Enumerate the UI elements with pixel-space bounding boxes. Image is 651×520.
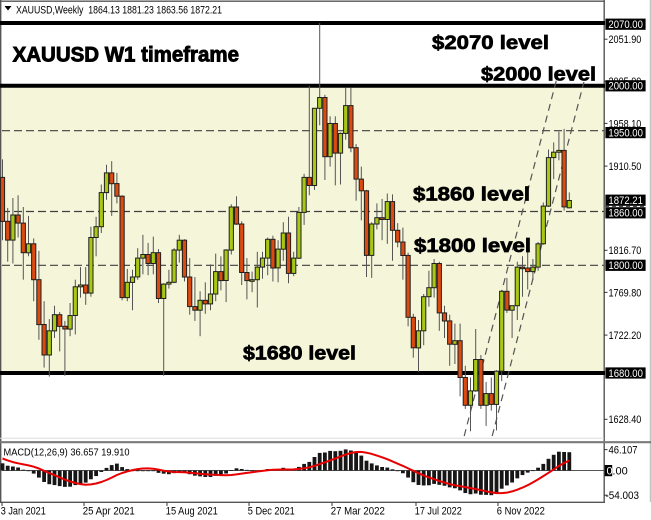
svg-text:$1860 level: $1860 level [413,184,530,205]
svg-text:.00: .00 [612,465,627,477]
svg-text:1628.40: 1628.40 [609,414,642,426]
svg-text:27 Mar 2022: 27 Mar 2022 [331,505,385,517]
svg-text:1950.00: 1950.00 [608,128,643,140]
svg-text:$1680 level: $1680 level [243,343,356,364]
svg-text:5 Dec 2021: 5 Dec 2021 [248,505,295,517]
svg-text:$2070 level: $2070 level [432,33,549,54]
svg-text:2051.90: 2051.90 [609,34,642,46]
svg-text:1860.00: 1860.00 [608,208,643,220]
svg-text:2070.00: 2070.00 [608,19,643,31]
svg-text:$2000 level: $2000 level [481,65,596,86]
svg-text:1910.50: 1910.50 [609,161,642,173]
svg-text:1800.00: 1800.00 [608,260,643,272]
svg-text:1769.80: 1769.80 [609,287,642,299]
svg-text:6 Nov 2022: 6 Nov 2022 [497,505,545,517]
svg-text:XAUUSD W1 timeframe: XAUUSD W1 timeframe [13,43,239,67]
svg-text:1872.21: 1872.21 [608,195,643,207]
svg-text:17 Jul 2022: 17 Jul 2022 [415,505,462,517]
svg-text:46.107: 46.107 [609,445,638,457]
svg-text:1722.20: 1722.20 [609,330,642,342]
svg-text:XAUUSD,Weekly 1864.13 1881.23: XAUUSD,Weekly 1864.13 1881.23 1863.56 18… [16,4,222,16]
svg-text:15 Aug 2021: 15 Aug 2021 [166,505,218,517]
svg-text:2000.00: 2000.00 [608,81,643,93]
svg-text:$1800 level: $1800 level [414,236,531,257]
svg-text:-54.003: -54.003 [606,490,640,502]
svg-text:MACD(12,26,9) 36.657 19.910: MACD(12,26,9) 36.657 19.910 [4,447,130,459]
svg-text:0: 0 [607,465,613,477]
svg-text:3 Jan 2021: 3 Jan 2021 [1,505,46,517]
svg-text:1816.70: 1816.70 [609,245,642,257]
svg-text:1680.00: 1680.00 [608,368,643,380]
svg-text:25 Apr 2021: 25 Apr 2021 [83,505,135,517]
